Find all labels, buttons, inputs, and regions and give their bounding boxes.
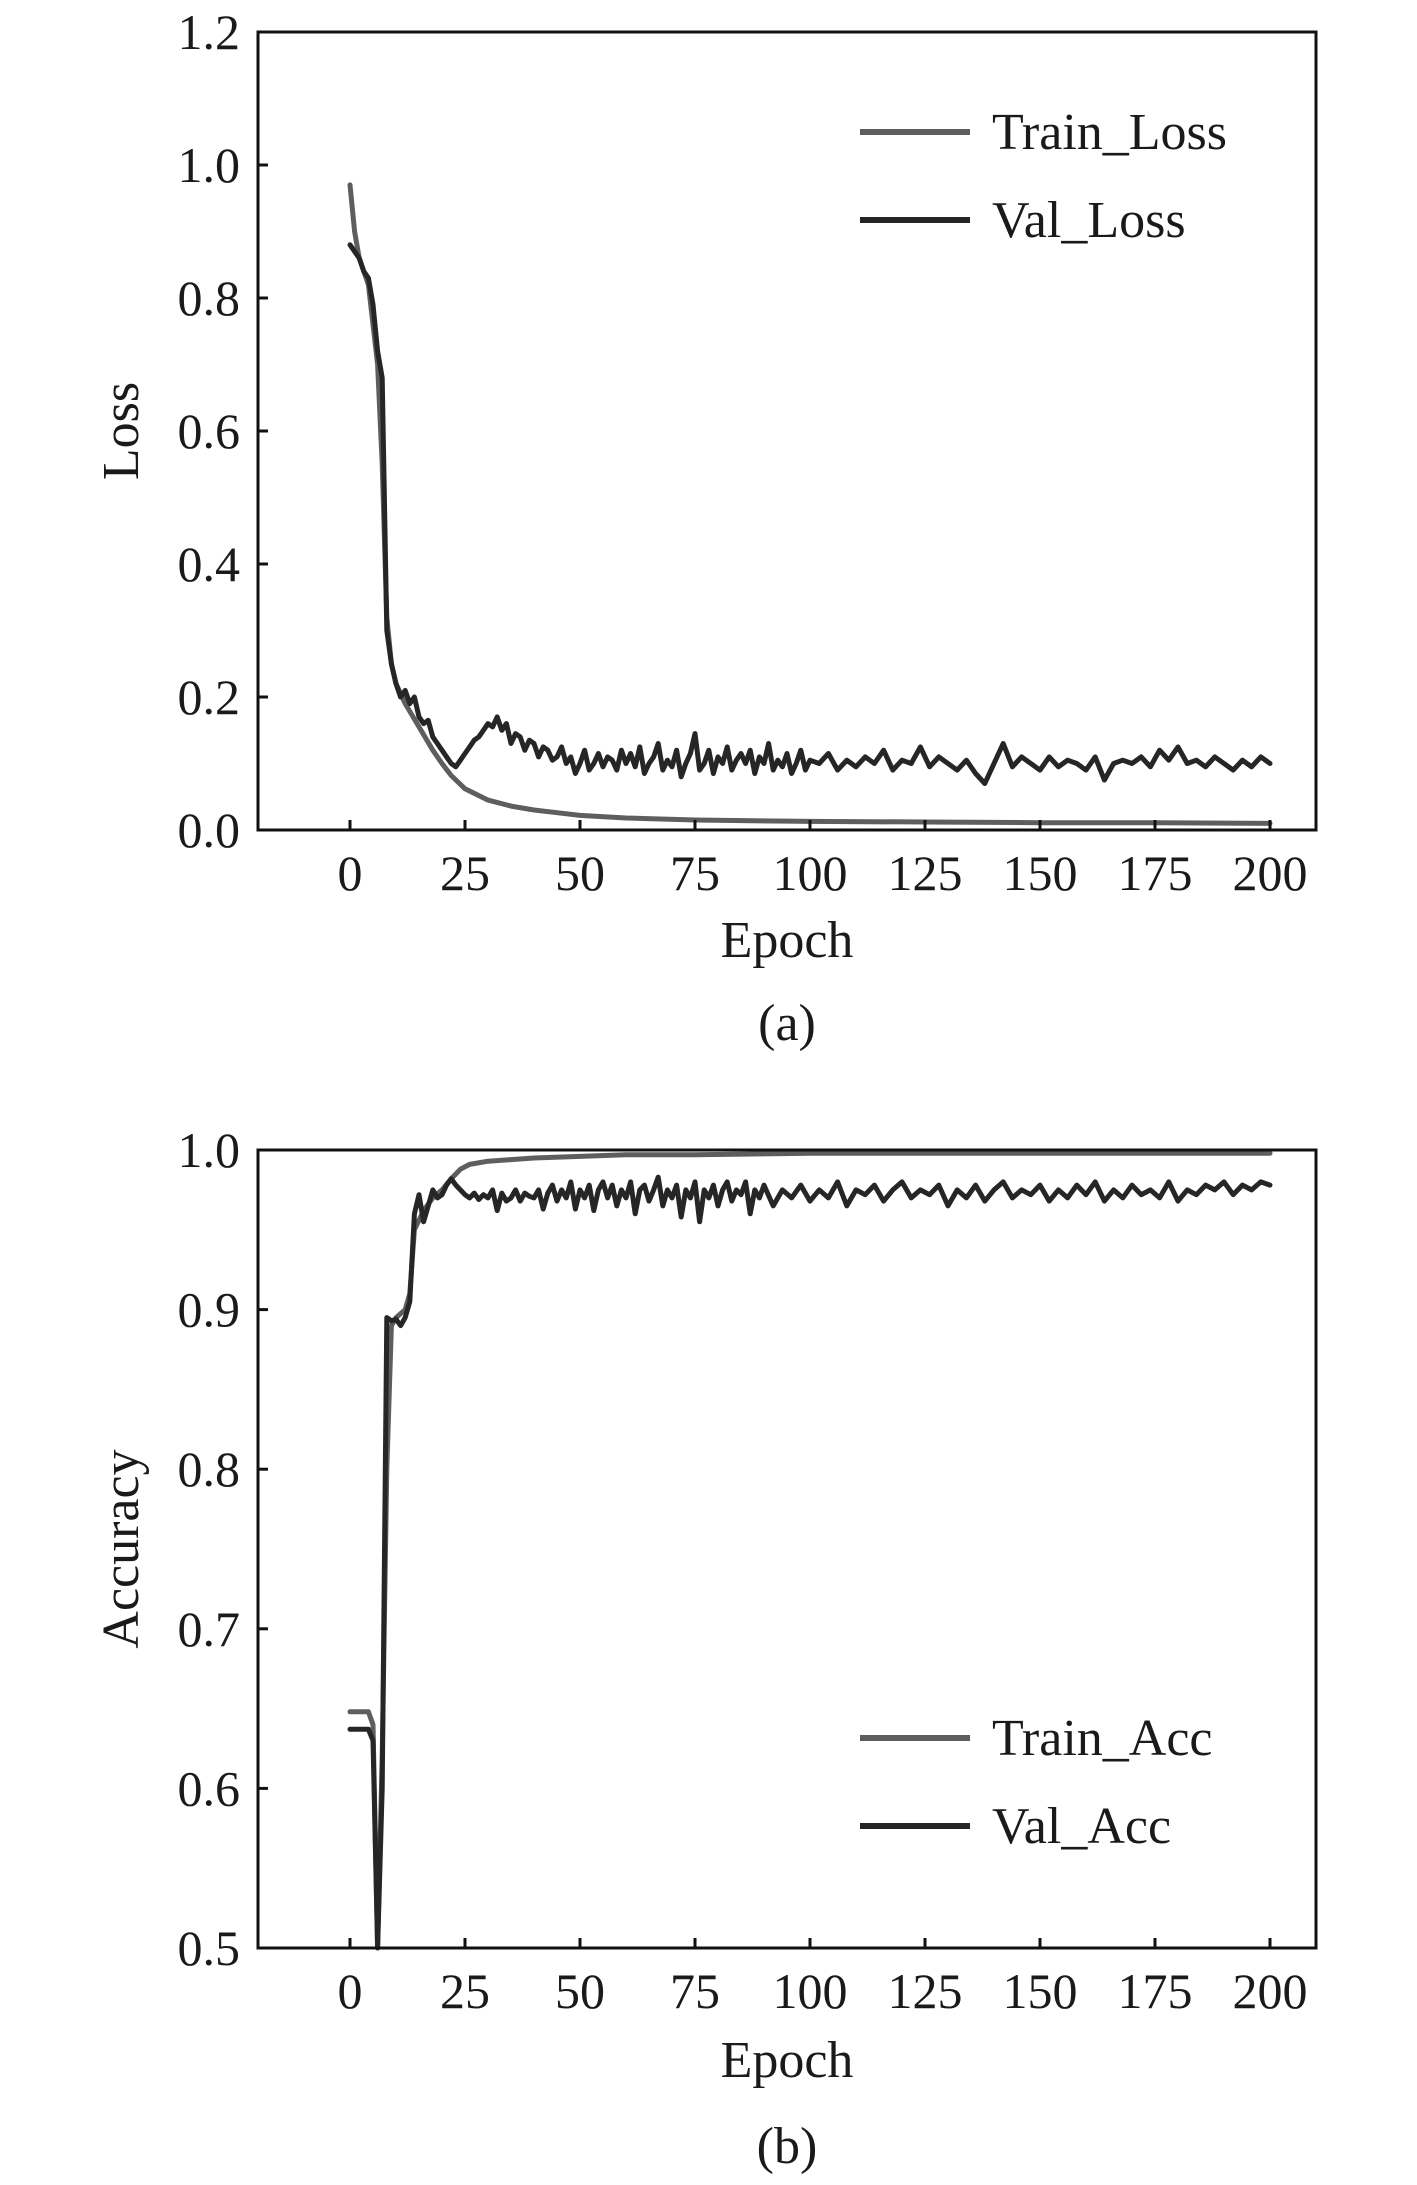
accuracy-series-line-val-acc [347, 1174, 1273, 1951]
accuracy-x-tick-label: 50 [555, 1963, 605, 2019]
accuracy-x-tick-label: 100 [773, 1963, 848, 2019]
loss-y-axis-label: Loss [93, 382, 150, 480]
loss-series-line-train-loss [347, 182, 1273, 826]
accuracy-x-tick-label: 75 [670, 1963, 720, 2019]
loss-ticks-group: 0 25 50 75 100 125 150 175 200 0.0 0.2 0.4 0.6 0.8 1.0… [178, 4, 1308, 901]
legend-label-val-acc: Val_Acc [992, 1798, 1171, 1855]
accuracy-y-tick-label: 1.0 [178, 1122, 241, 1178]
loss-x-tick-label: 125 [888, 845, 963, 901]
loss-y-tick-label: 0.0 [178, 802, 241, 858]
loss-x-tick-label: 175 [1118, 845, 1193, 901]
legend-label-train-acc: Train_Acc [992, 1710, 1213, 1767]
accuracy-y-tick-label: 0.6 [178, 1760, 241, 1816]
accuracy-y-tick-label: 0.9 [178, 1282, 241, 1338]
loss-x-tick-label: 75 [670, 845, 720, 901]
loss-x-tick-label: 50 [555, 845, 605, 901]
accuracy-y-tick-label: 0.8 [178, 1441, 241, 1497]
loss-x-axis-label: Epoch [721, 912, 854, 969]
accuracy-x-tick-label: 150 [1003, 1963, 1078, 2019]
loss-series-line-val-loss [347, 242, 1273, 786]
loss-legend: Train_Loss Val_Loss [860, 104, 1227, 249]
accuracy-y-axis-label: Accuracy [93, 1449, 150, 1648]
accuracy-plot-frame [256, 1148, 1318, 1950]
loss-chart: 0 25 50 75 100 125 150 175 200 0.0 0.2 0.4 0.6 0.8 1.0… [93, 4, 1318, 1052]
loss-caption: (a) [758, 995, 816, 1052]
accuracy-series-group [347, 1150, 1273, 1951]
loss-y-tick-label: 0.8 [178, 270, 241, 326]
accuracy-x-tick-label: 200 [1233, 1963, 1308, 2019]
accuracy-caption: (b) [757, 2118, 818, 2175]
accuracy-x-tick-label: 25 [440, 1963, 490, 2019]
loss-y-tick-label: 0.6 [178, 403, 241, 459]
loss-x-tick-label: 0 [338, 845, 363, 901]
loss-y-tick-label: 1.2 [178, 4, 241, 60]
accuracy-x-tick-label: 175 [1118, 1963, 1193, 2019]
accuracy-x-tick-label: 125 [888, 1963, 963, 2019]
accuracy-y-tick-label: 0.7 [178, 1601, 241, 1657]
loss-y-tick-label: 0.4 [178, 536, 241, 592]
legend-label-val-loss: Val_Loss [992, 192, 1186, 249]
accuracy-x-tick-label: 0 [338, 1963, 363, 2019]
accuracy-x-axis-label: Epoch [721, 2032, 854, 2089]
loss-x-tick-label: 200 [1233, 845, 1308, 901]
loss-y-tick-label: 0.2 [178, 669, 241, 725]
loss-x-tick-label: 25 [440, 845, 490, 901]
accuracy-y-tick-label: 0.5 [178, 1920, 241, 1976]
loss-y-tick-label: 1.0 [178, 137, 241, 193]
loss-series-group [347, 182, 1273, 826]
loss-x-tick-label: 150 [1003, 845, 1078, 901]
accuracy-legend: Train_Acc Val_Acc [860, 1710, 1213, 1855]
legend-label-train-loss: Train_Loss [992, 104, 1227, 161]
loss-x-tick-label: 100 [773, 845, 848, 901]
accuracy-ticks-group: 0 25 50 75 100 125 150 175 200 0.5 0.6 0.7 0.8 0.9 1.0 [178, 1122, 1308, 2019]
accuracy-chart: 0 25 50 75 100 125 150 175 200 0.5 0.6 0.7 0.8 0.9 1.0… [93, 1122, 1318, 2175]
